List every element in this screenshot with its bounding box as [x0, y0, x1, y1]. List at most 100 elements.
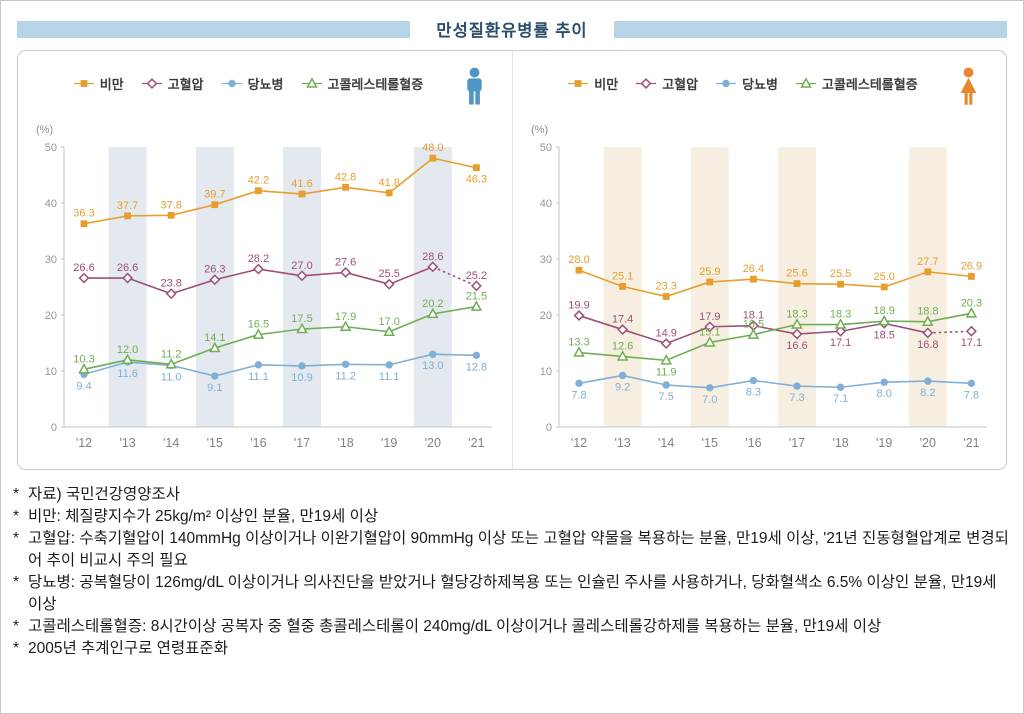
data-label: 48.0 — [422, 142, 443, 154]
x-tick-label: '18 — [337, 436, 353, 450]
square-legend-icon — [568, 79, 589, 87]
circle-marker — [254, 361, 263, 369]
circle-marker — [429, 350, 437, 358]
data-label: 7.3 — [789, 392, 804, 404]
y-tick-label: 30 — [45, 254, 57, 266]
triangle-marker — [427, 307, 439, 319]
x-tick-label: '16 — [745, 436, 761, 450]
data-label: 26.6 — [73, 262, 94, 274]
diamond-marker — [252, 263, 264, 275]
data-label: 15.1 — [699, 326, 720, 338]
triangle-marker — [339, 320, 352, 332]
footnote-bullet: * — [13, 486, 20, 503]
data-label: 21.5 — [466, 291, 487, 303]
footnote-text: 당뇨병: 공복혈당이 126mg/dL 이상이거나 의사진단을 받았거나 혈당강… — [28, 574, 997, 613]
data-label: 17.5 — [291, 313, 312, 325]
data-label: 16.6 — [786, 340, 807, 352]
data-label: 17.1 — [830, 337, 851, 349]
data-label: 41.6 — [291, 178, 312, 190]
data-label: 36.3 — [73, 208, 94, 220]
footnote-text: 자료) 국민건강영양조사 — [28, 486, 181, 503]
triangle-legend-icon — [301, 76, 322, 88]
footnotes: * 자료) 국민건강영양조사 * 비만: 체질량지수가 25kg/m² 이상인 분율,… — [9, 484, 1011, 660]
circle-marker — [385, 361, 393, 369]
data-label: 18.1 — [743, 310, 764, 322]
data-label: 26.9 — [961, 260, 982, 272]
legend-item-cholesterol: 고콜레스테롤혈증 — [795, 74, 918, 93]
diamond-marker — [922, 327, 934, 339]
data-label: 41.8 — [378, 177, 399, 189]
footnote: * 비만: 체질량지수가 25kg/m² 이상인 분율, 만19세 이상 — [9, 506, 1011, 528]
y-tick-label: 0 — [546, 422, 552, 434]
circle-marker — [880, 378, 888, 386]
diamond-marker — [835, 325, 847, 337]
series-line-hypertension-dashed — [432, 266, 477, 287]
square-marker — [80, 79, 88, 87]
diamond-marker — [340, 266, 352, 278]
square-marker — [924, 268, 932, 276]
square-legend-icon — [73, 79, 94, 87]
y-tick-label: 50 — [540, 142, 552, 154]
circle-legend-icon — [716, 79, 737, 87]
data-label: 26.6 — [117, 262, 138, 274]
y-tick-label: 10 — [540, 366, 552, 378]
legend-label-hypertension: 고혈압 — [662, 76, 699, 92]
footnote: * 2005년 추계인구로 연령표준화 — [9, 638, 1011, 660]
x-tick-label: '13 — [119, 436, 135, 450]
data-label: 27.0 — [291, 260, 312, 272]
triangle-marker — [791, 318, 803, 329]
square-marker — [124, 212, 131, 220]
circle-marker — [722, 79, 730, 87]
data-label: 25.6 — [786, 268, 807, 280]
legend-item-diabetes: 당뇨병 — [221, 74, 284, 93]
data-label: 19.9 — [568, 300, 589, 312]
year-band — [108, 147, 147, 427]
data-label: 11.1 — [379, 371, 400, 383]
data-label: 18.3 — [830, 309, 851, 321]
circle-legend-icon — [221, 79, 242, 87]
footnote-bullet: * — [13, 640, 20, 657]
circle-marker — [341, 360, 350, 368]
data-label: 11.2 — [161, 348, 182, 360]
diamond-marker — [791, 328, 803, 340]
x-tick-label: '19 — [876, 436, 892, 450]
data-label: 16.5 — [248, 319, 269, 331]
legend-item-diabetes: 당뇨병 — [715, 74, 778, 93]
circle-marker — [298, 362, 306, 370]
square-marker — [706, 278, 714, 286]
legend-label-diabetes: 당뇨병 — [742, 76, 778, 92]
triangle-marker — [470, 300, 483, 311]
data-label: 18.8 — [917, 306, 938, 318]
square-marker — [342, 183, 349, 191]
square-marker — [619, 283, 626, 290]
circle-marker — [706, 384, 714, 392]
data-label: 7.0 — [702, 394, 717, 406]
y-tick-label: 0 — [51, 422, 57, 434]
data-label: 37.8 — [160, 199, 181, 211]
data-label: 25.1 — [612, 270, 633, 282]
year-band — [908, 147, 947, 427]
female-chart: 0 10 20 30 40 50 (%) '12 '13 '14 '15 '16 '17 '18 '19 '2… — [531, 124, 987, 450]
diamond-marker — [165, 288, 177, 300]
series-line-diabetes — [83, 353, 477, 377]
data-label: 11.2 — [335, 370, 356, 382]
square-marker — [968, 272, 975, 280]
diamond-marker — [209, 274, 221, 286]
x-tick-label: '14 — [658, 436, 674, 450]
circle-marker — [793, 382, 801, 390]
x-tick-label: '16 — [250, 436, 266, 450]
data-label: 37.7 — [117, 200, 138, 212]
data-label: 28.2 — [248, 253, 269, 265]
title-band-left — [17, 20, 411, 38]
data-label: 10.3 — [73, 353, 94, 365]
diamond-marker — [427, 261, 439, 273]
y-tick-label: 20 — [45, 310, 57, 322]
series-line-obesity — [83, 157, 477, 225]
data-label: 27.7 — [917, 256, 938, 268]
diamond-marker — [573, 310, 585, 322]
series-line-obesity — [578, 269, 972, 298]
x-tick-label: '20 — [920, 436, 936, 450]
y-tick-label: 40 — [540, 198, 552, 210]
footnote: * 자료) 국민건강영양조사 — [9, 484, 1011, 506]
data-label: 17.9 — [699, 311, 720, 323]
